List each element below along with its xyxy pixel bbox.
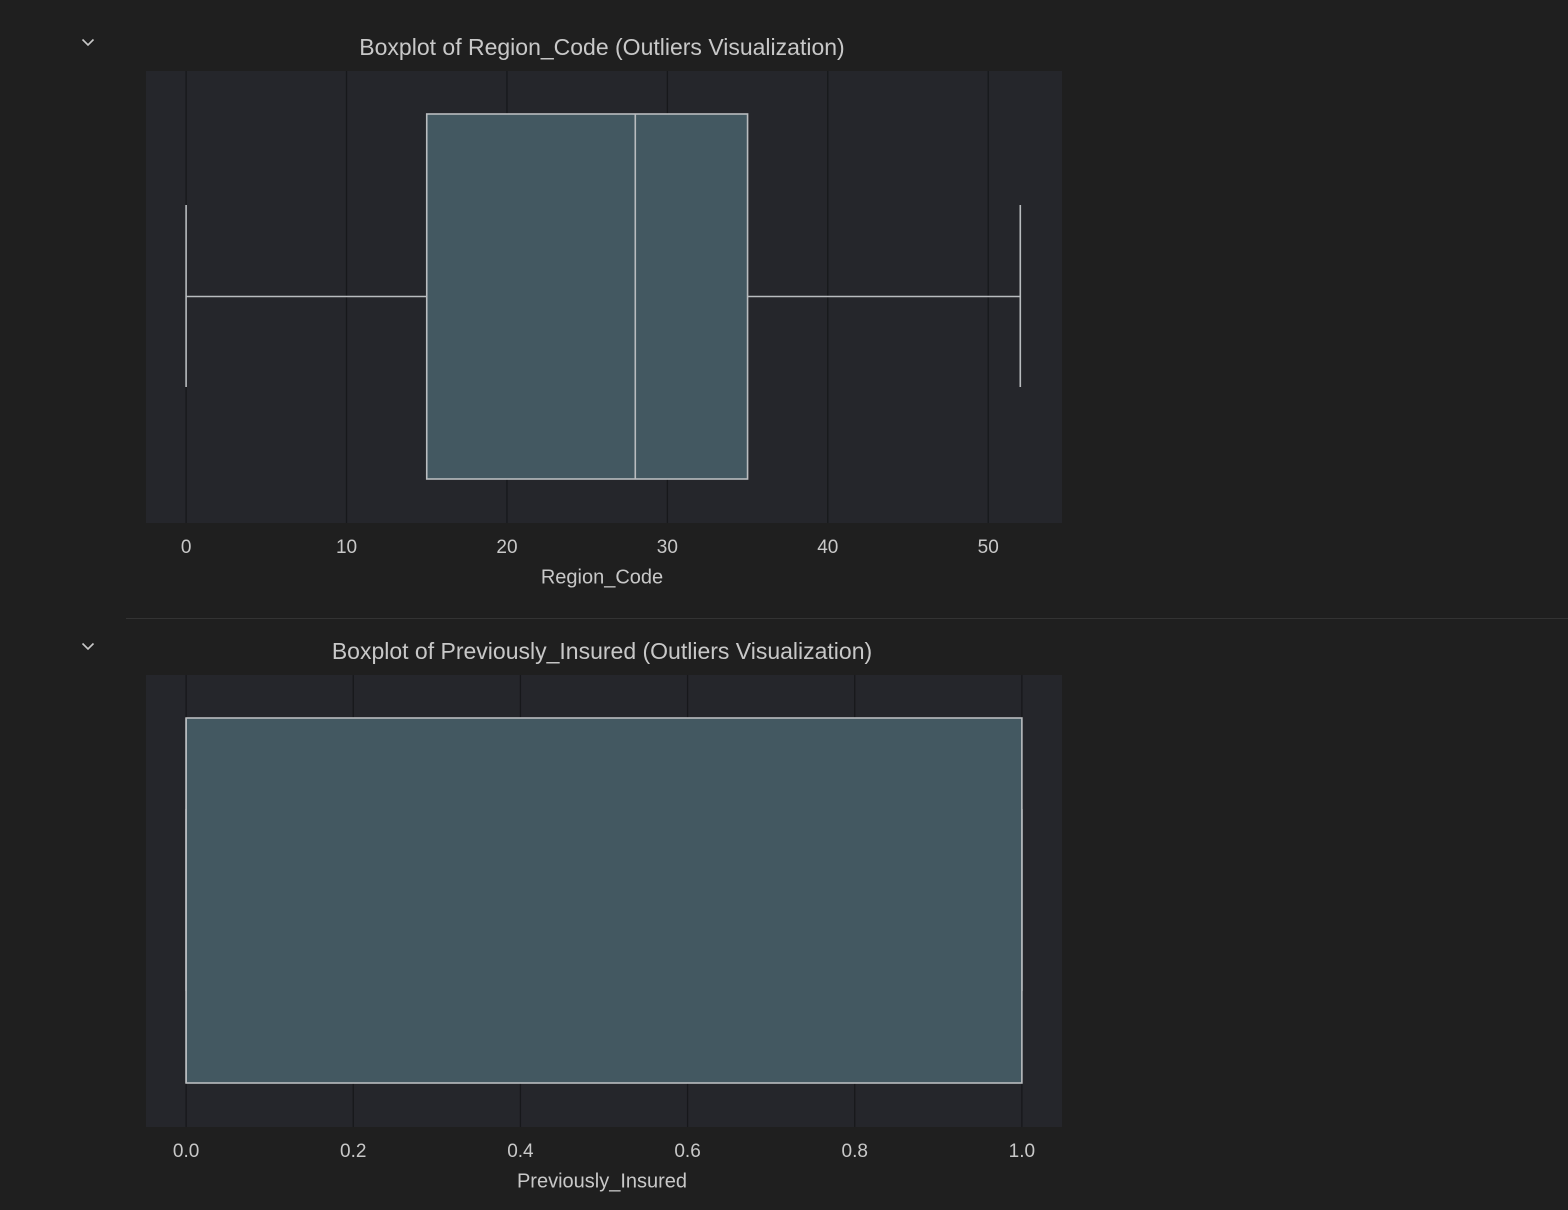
- x-tick-label: 0: [181, 537, 192, 558]
- iqr-box: [185, 717, 1023, 1084]
- x-tick-label: 40: [817, 537, 838, 558]
- x-tick-label: 20: [496, 537, 517, 558]
- x-tick-label: 0.2: [340, 1141, 366, 1162]
- x-tick-label: 0.8: [842, 1141, 868, 1162]
- output-cell-region-code: Boxplot of Region_Code (Outliers Visuali…: [0, 0, 1568, 604]
- chevron-down-icon: [81, 642, 95, 650]
- cell-divider: [126, 618, 1568, 619]
- collapse-output-toggle[interactable]: [76, 30, 100, 54]
- x-axis-label: Previously_Insured: [517, 1170, 687, 1192]
- chart-title: Boxplot of Region_Code (Outliers Visuali…: [359, 34, 844, 60]
- x-tick-label: 0.6: [674, 1141, 700, 1162]
- x-tick-label: 30: [657, 537, 678, 558]
- x-tick-label: 1.0: [1009, 1141, 1035, 1162]
- chart-title: Boxplot of Previously_Insured (Outliers …: [332, 638, 872, 664]
- collapse-output-toggle[interactable]: [76, 634, 100, 658]
- x-tick-label: 50: [978, 537, 999, 558]
- x-tick-label: 10: [336, 537, 357, 558]
- boxplot-chart: Boxplot of Region_Code (Outliers Visuali…: [146, 34, 1062, 588]
- boxplot-chart: Boxplot of Previously_Insured (Outliers …: [146, 638, 1062, 1192]
- x-tick-label: 0.0: [173, 1141, 199, 1162]
- iqr-box: [425, 113, 749, 480]
- output-cell-previously-insured: Boxplot of Previously_Insured (Outliers …: [0, 604, 1568, 1210]
- x-tick-label: 0.4: [507, 1141, 534, 1162]
- chevron-down-icon: [81, 38, 95, 46]
- x-axis-label: Region_Code: [541, 566, 663, 588]
